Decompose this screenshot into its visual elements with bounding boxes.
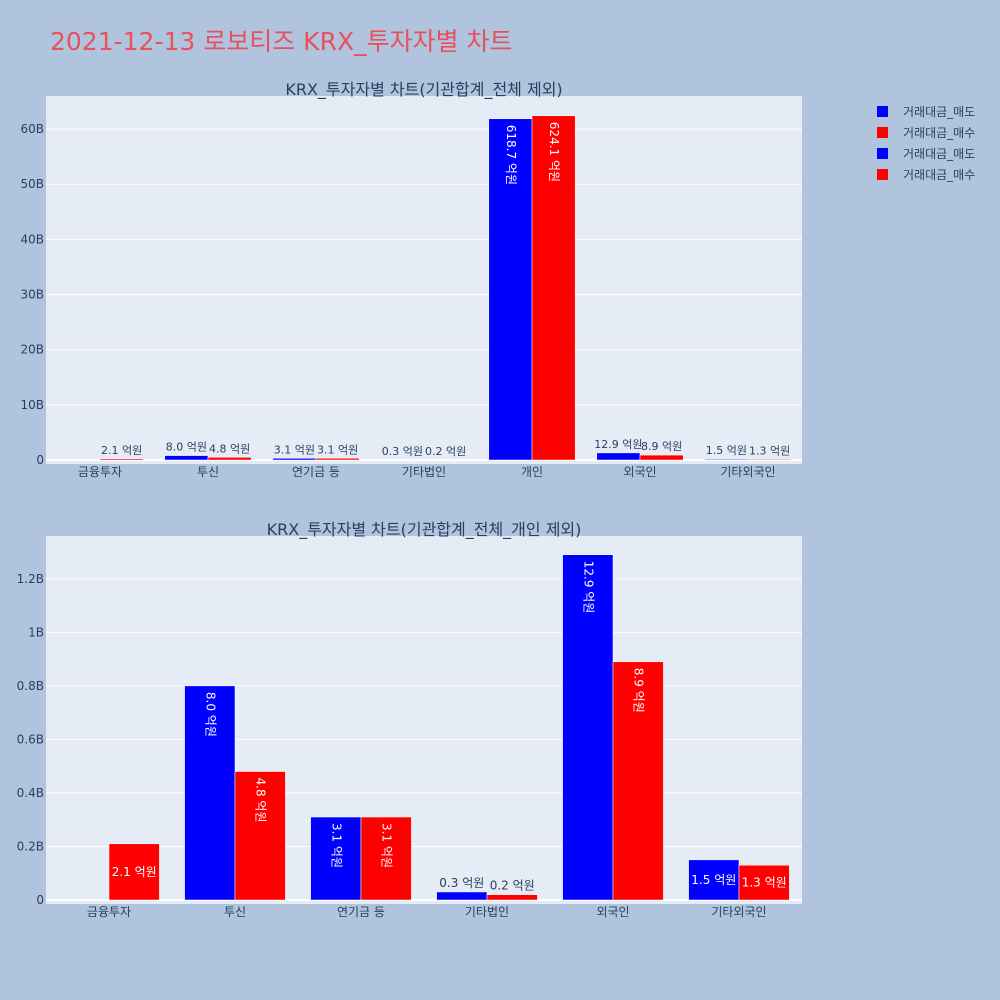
data-label: 3.1 억원 [317, 443, 358, 456]
x-tick-label: 기타외국인 [711, 905, 766, 919]
y-tick-label: 50B [20, 177, 44, 191]
x-tick-label: 투신 [224, 905, 246, 919]
legend-swatch [877, 169, 888, 180]
bar [108, 843, 160, 901]
data-label: 8.9 억원 [632, 668, 646, 713]
data-label: 3.1 억원 [329, 823, 343, 868]
y-tick-label: 30B [20, 288, 44, 302]
bar [360, 816, 412, 901]
x-tick-label: 연기금 등 [337, 905, 385, 919]
x-tick-label: 기타법인 [402, 465, 446, 479]
y-tick-label: 60B [20, 122, 44, 136]
data-label: 0.3 억원 [439, 876, 484, 890]
legend-swatch [877, 106, 888, 117]
page-title: 2021-12-13 로보티즈 KRX_투자자별 차트 [50, 27, 513, 56]
bar [747, 459, 792, 461]
bar [639, 454, 684, 461]
x-tick-label: 외국인 [623, 465, 656, 479]
chart-bottom: 0 0.2B 0.4B 0.6B 0.8B 1B 1.2B KRX_투자자별 차트(기관합계_… [17, 520, 802, 919]
data-label: 0.2 억원 [490, 879, 535, 893]
x-tick-label: 투신 [197, 465, 219, 479]
x-tick-label: 연기금 등 [292, 465, 340, 479]
bar [164, 455, 209, 461]
chart-title: KRX_투자자별 차트(기관합계_전체 제외) [285, 80, 562, 100]
data-label: 4.8 억원 [209, 442, 250, 455]
bar [486, 894, 538, 901]
plot-background [46, 536, 802, 904]
x-tick-label: 기타외국인 [720, 465, 775, 479]
chart-title: KRX_투자자별 차트(기관합계_전체_개인 제외) [267, 520, 582, 540]
legend-label: 거래대금_매수 [903, 126, 975, 140]
y-tick-label: 0 [36, 893, 44, 907]
plot-background [46, 96, 802, 464]
y-tick-label: 1B [28, 625, 44, 639]
bar [272, 458, 317, 461]
bar [234, 771, 286, 901]
x-tick-label: 금융투자 [78, 465, 122, 479]
x-tick-label: 외국인 [596, 905, 629, 919]
x-tick-label: 금융투자 [87, 905, 131, 919]
bar [562, 554, 614, 901]
legend-swatch [877, 127, 888, 138]
x-tick-label: 기타법인 [465, 905, 509, 919]
data-label: 1.3 억원 [742, 876, 787, 890]
legend-label: 거래대금_매도 [903, 147, 975, 161]
y-tick-label: 10B [20, 398, 44, 412]
y-tick-label: 1.2B [17, 572, 44, 586]
bar [688, 859, 740, 901]
data-label: 2.1 억원 [112, 865, 157, 879]
bar [488, 118, 533, 461]
data-label: 1.5 억원 [706, 444, 747, 457]
bar [738, 864, 790, 901]
bar [99, 458, 144, 461]
y-tick-label: 0 [36, 453, 44, 467]
bar [704, 458, 749, 461]
y-tick-label: 0.8B [17, 679, 44, 693]
bar [310, 816, 362, 901]
chart-top: 0 10B 20B 30B 40B 50B 60B KRX_투자자별 차트(기관합계_전체 제… [20, 80, 802, 479]
bar [436, 891, 488, 901]
data-label: 12.9 억원 [594, 438, 642, 451]
legend-swatch [877, 148, 888, 159]
data-label: 1.3 억원 [749, 444, 790, 457]
legend-label: 거래대금_매수 [903, 168, 975, 182]
data-label: 624.1 억원 [547, 122, 561, 182]
data-label: 8.0 억원 [166, 441, 207, 454]
data-label: 3.1 억원 [380, 823, 394, 868]
data-label: 4.8 억원 [254, 778, 268, 823]
y-tick-label: 0.6B [17, 732, 44, 746]
y-tick-label: 20B [20, 343, 44, 357]
bar [184, 685, 236, 901]
y-tick-label: 0.4B [17, 786, 44, 800]
data-label: 8.0 억원 [203, 692, 217, 737]
y-tick-label: 40B [20, 232, 44, 246]
data-label: 12.9 억원 [581, 561, 595, 614]
x-tick-label: 개인 [521, 465, 543, 479]
bar [207, 457, 252, 461]
data-label: 1.5 억원 [691, 873, 736, 887]
y-tick-label: 0.2B [17, 839, 44, 853]
data-label: 8.9 억원 [641, 440, 682, 453]
bar [612, 661, 664, 901]
bar [596, 452, 641, 461]
legend-label: 거래대금_매도 [903, 105, 975, 119]
data-label: 2.1 억원 [101, 444, 142, 457]
data-label: 618.7 억원 [504, 125, 518, 185]
data-label: 3.1 억원 [274, 443, 315, 456]
data-label: 0.2 억원 [425, 445, 466, 458]
bar [315, 458, 360, 461]
data-label: 0.3 억원 [382, 445, 423, 458]
bar [531, 115, 576, 461]
